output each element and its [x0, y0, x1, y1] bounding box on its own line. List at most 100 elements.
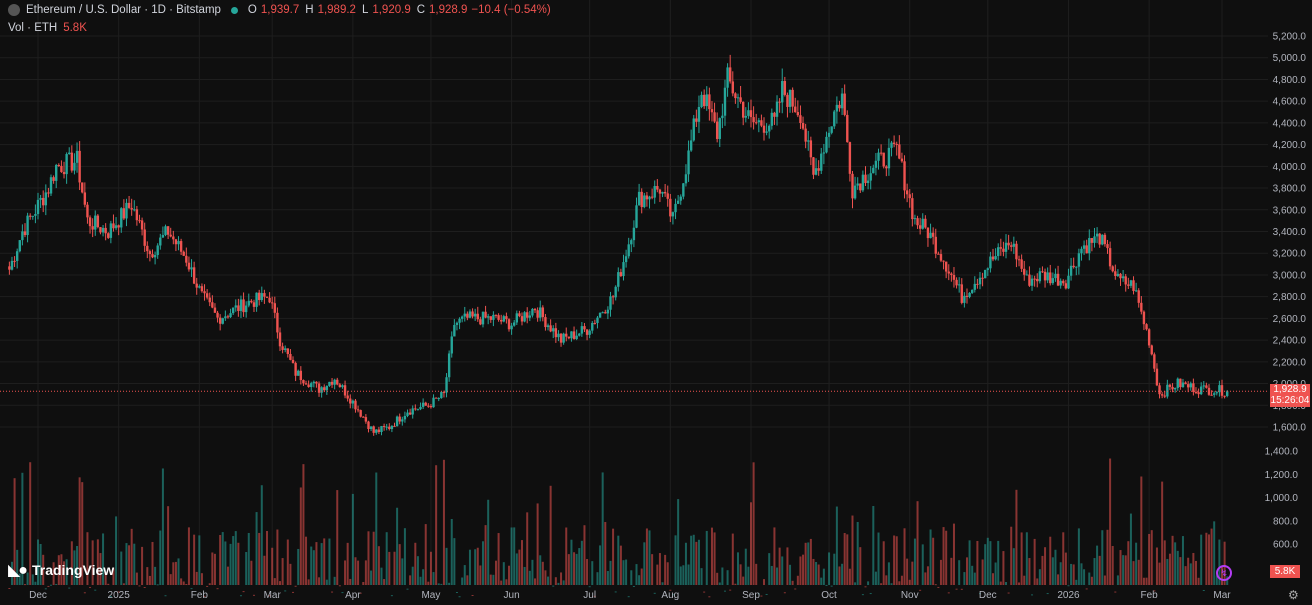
candle-body — [978, 277, 982, 285]
candle-body — [718, 118, 721, 139]
volume-bar — [180, 578, 183, 585]
price-axis[interactable]: 1,600.01,800.02,000.02,200.02,400.02,600… — [1273, 32, 1307, 434]
volume-bar — [383, 579, 386, 585]
candle-body — [853, 185, 857, 199]
candle-body — [187, 262, 191, 270]
volume-bar — [573, 552, 576, 585]
candle-body — [838, 104, 841, 109]
volume-bar — [893, 535, 896, 585]
candle-body — [1010, 245, 1013, 247]
time-tick-label: Sep — [742, 590, 760, 601]
volume-bar — [682, 565, 685, 585]
candle-body — [499, 319, 503, 322]
candle-body — [702, 94, 706, 107]
volume-bar — [289, 563, 292, 585]
price-tick-label: 4,000.0 — [1273, 162, 1307, 173]
candle-body — [676, 200, 680, 204]
volume-label[interactable]: Vol · ETH — [8, 22, 58, 34]
volume-bar — [919, 589, 922, 591]
candle-body — [437, 398, 440, 400]
volume-bar — [1135, 542, 1138, 585]
candle-body — [453, 324, 456, 337]
candle-body — [622, 262, 625, 277]
volume-bar — [281, 558, 284, 585]
volume-bar — [656, 564, 659, 585]
volume-bar — [86, 532, 89, 585]
volume-bar — [804, 542, 807, 585]
candle-body — [1160, 394, 1164, 396]
volume-bar — [1127, 541, 1130, 585]
volume-bar — [333, 576, 336, 585]
candle-body — [648, 196, 651, 200]
candle-body — [601, 312, 604, 314]
candle-body — [520, 316, 524, 322]
volume-bar — [1207, 534, 1210, 585]
volume-bar — [1049, 536, 1052, 585]
candle-body — [578, 333, 581, 336]
volume-bar — [138, 585, 141, 587]
symbol-title[interactable]: Ethereum / U.S. Dollar · 1D · Bitstamp — [26, 4, 221, 16]
volume-bar — [213, 553, 216, 585]
candle-body — [1025, 274, 1029, 276]
candle-body — [117, 225, 120, 228]
candle-body — [656, 186, 659, 190]
candle-body — [31, 215, 34, 217]
volume-bar — [586, 559, 589, 585]
price-tick-label: 2,600.0 — [1273, 314, 1307, 325]
candle-body — [1049, 272, 1052, 284]
candle-body — [60, 165, 63, 173]
volume-bar — [1145, 577, 1148, 585]
volume-bar — [968, 540, 971, 585]
candle-body — [1189, 383, 1192, 388]
volume-bar — [107, 583, 110, 585]
volume-bar — [887, 562, 890, 585]
candle-body — [26, 215, 29, 236]
volume-bar — [718, 582, 721, 585]
volume-bar — [992, 573, 995, 585]
volume-bar — [835, 506, 838, 585]
candle-body — [172, 236, 175, 240]
candle-body — [125, 202, 128, 219]
volume-bar — [942, 527, 945, 585]
volume-bar — [1028, 558, 1031, 585]
volume-bar — [226, 566, 229, 585]
volume-bar — [193, 534, 196, 585]
tradingview-logo[interactable]: ◣● TradingView — [8, 560, 114, 580]
candle-body — [1192, 383, 1195, 392]
candle-body — [541, 307, 545, 318]
volume-bar — [154, 566, 157, 585]
volume-bar — [156, 584, 159, 586]
volume-bar — [39, 543, 42, 585]
candle-body — [1023, 268, 1026, 275]
candle-body — [593, 322, 597, 324]
volume-bar — [26, 572, 29, 585]
candle-body — [286, 348, 290, 354]
candle-body — [468, 311, 472, 318]
candle-body — [903, 161, 906, 191]
time-tick-label: Oct — [821, 590, 837, 601]
candle-body — [713, 112, 716, 122]
volume-bar — [536, 503, 539, 585]
volume-bar — [841, 563, 844, 585]
replay-icon[interactable]: ↯ — [1216, 565, 1232, 581]
candle-body — [346, 395, 349, 399]
candle-body — [1163, 395, 1166, 397]
time-axis[interactable]: Dec 2025 Feb Mar Apr May Jun Jul Aug Sep Oct Nov Dec… — [29, 590, 1231, 601]
volume-bar — [867, 581, 870, 585]
candle-body — [1155, 368, 1159, 386]
candle-body — [760, 120, 763, 126]
candle-body — [28, 215, 32, 217]
gear-icon[interactable]: ⚙ — [1288, 588, 1299, 602]
candle-body — [671, 212, 675, 217]
candle-body — [635, 205, 638, 228]
volume-bar — [200, 573, 203, 585]
candle-body — [632, 227, 636, 241]
volume-bar — [273, 578, 276, 585]
volume-bar — [1176, 550, 1179, 585]
candle-body — [637, 191, 641, 206]
volume-bar — [976, 540, 979, 585]
candle-body — [362, 416, 365, 418]
candle-body — [18, 240, 21, 252]
volume-bar — [50, 584, 53, 586]
